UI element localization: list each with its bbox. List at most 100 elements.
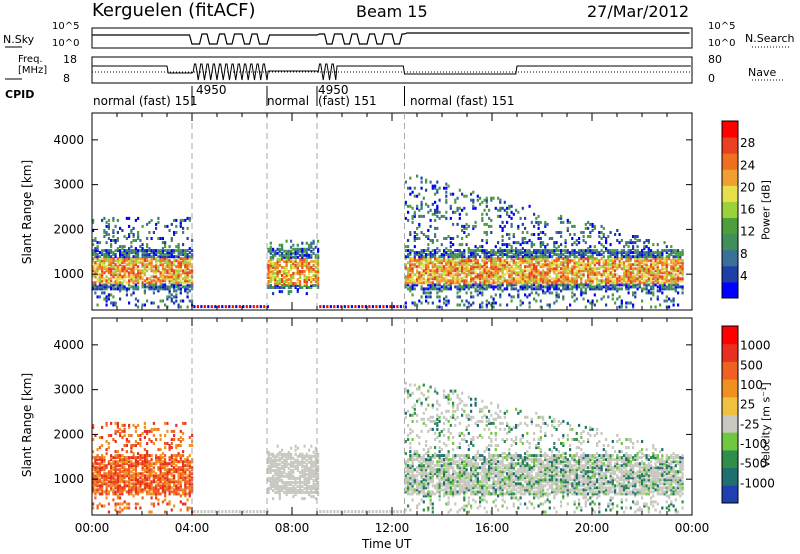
heatmap-cell	[179, 251, 182, 255]
heatmap-cell	[112, 498, 115, 502]
heatmap-cell	[632, 285, 635, 289]
heatmap-cell	[152, 466, 155, 470]
heatmap-cell	[449, 267, 452, 271]
heatmap-cell	[168, 289, 171, 293]
heatmap-cell	[483, 251, 486, 255]
heatmap-cell	[443, 301, 446, 305]
heatmap-cell	[634, 249, 637, 253]
heatmap-cell	[668, 285, 671, 289]
heatmap-cell	[305, 249, 308, 253]
heatmap-cell	[308, 261, 311, 265]
heatmap-cell	[137, 281, 140, 285]
heatmap-cell	[290, 274, 293, 277]
heatmap-cell	[155, 269, 158, 273]
heatmap-cell	[290, 265, 293, 269]
heatmap-cell	[314, 255, 317, 259]
heatmap-cell	[445, 267, 448, 271]
heatmap-cell	[623, 251, 626, 255]
heatmap-cell	[555, 241, 558, 245]
heatmap-cell	[141, 464, 144, 468]
heatmap-cell	[431, 239, 434, 242]
heatmap-cell	[578, 253, 581, 257]
heatmap-cell	[184, 472, 187, 476]
heatmap-cell	[404, 200, 407, 204]
heatmap-cell	[272, 458, 275, 462]
heatmap-cell	[668, 297, 671, 301]
heatmap-cell	[492, 251, 495, 255]
heatmap-cell	[429, 269, 432, 273]
heatmap-cell	[128, 464, 131, 468]
heatmap-cell	[294, 487, 297, 490]
heatmap-cell	[114, 482, 117, 486]
heatmap-cell	[157, 448, 160, 452]
heatmap-cell	[638, 265, 641, 269]
heatmap-cell	[161, 490, 164, 494]
heatmap-cell	[517, 267, 520, 271]
heatmap-cell	[92, 456, 95, 460]
heatmap-cell	[347, 305, 350, 309]
heatmap-cell	[150, 261, 153, 265]
heatmap-cell	[458, 212, 461, 216]
heatmap-cell	[159, 470, 162, 474]
heatmap-cell	[551, 281, 554, 285]
heatmap-cell	[528, 273, 531, 277]
heatmap-cell	[173, 259, 176, 263]
heatmap-cell	[184, 265, 187, 269]
heatmap-cell	[103, 267, 106, 271]
heatmap-cell	[164, 468, 167, 472]
heatmap-cell	[134, 472, 137, 476]
heatmap-cell	[409, 233, 412, 236]
heatmap-cell	[272, 249, 275, 253]
heatmap-cell	[285, 251, 288, 255]
heatmap-cell	[283, 276, 286, 279]
heatmap-cell	[175, 259, 178, 263]
heatmap-cell	[119, 283, 122, 287]
heatmap-cell	[494, 265, 497, 269]
heatmap-cell	[303, 274, 306, 277]
heatmap-cell	[123, 269, 126, 273]
heatmap-cell	[121, 251, 124, 255]
heatmap-cell	[92, 269, 95, 273]
heatmap-cell	[294, 466, 297, 470]
heatmap-cell	[146, 466, 149, 470]
heatmap-cell	[458, 289, 461, 293]
heatmap-cell	[517, 210, 520, 214]
heatmap-cell	[186, 295, 189, 299]
heatmap-cell	[274, 483, 277, 486]
heatmap-cell	[539, 265, 542, 269]
heatmap-cell	[490, 255, 493, 259]
heatmap-cell	[524, 261, 527, 265]
heatmap-cell	[119, 456, 122, 460]
heatmap-cell	[287, 474, 290, 478]
heatmap-cell	[634, 285, 637, 289]
heatmap-cell	[557, 255, 560, 259]
heatmap-cell	[130, 279, 133, 283]
heatmap-cell	[634, 261, 637, 265]
heatmap-cell	[177, 253, 180, 257]
heatmap-cell	[308, 243, 311, 247]
heatmap-cell	[170, 446, 173, 450]
heatmap-cell	[438, 273, 441, 277]
heatmap-cell	[404, 202, 407, 206]
heatmap-cell	[429, 257, 432, 261]
heatmap-cell	[146, 482, 149, 486]
heatmap-cell	[164, 458, 167, 462]
heatmap-cell	[602, 245, 605, 249]
heatmap-cell	[188, 490, 191, 494]
heatmap-cell	[508, 275, 511, 279]
heatmap-cell	[589, 263, 592, 267]
heatmap-cell	[492, 279, 495, 283]
heatmap-cell	[521, 301, 524, 305]
heatmap-cell	[132, 456, 135, 460]
heatmap-cell	[607, 235, 610, 238]
heatmap-cell	[528, 249, 531, 253]
heatmap-cell	[179, 466, 182, 470]
heatmap-cell	[636, 259, 639, 263]
heatmap-cell	[443, 257, 446, 261]
heatmap-cell	[506, 233, 509, 236]
heatmap-cell	[107, 218, 110, 222]
heatmap-cell	[94, 267, 97, 271]
heatmap-cell	[560, 277, 563, 281]
heatmap-cell	[188, 486, 191, 490]
heatmap-cell	[310, 241, 313, 245]
